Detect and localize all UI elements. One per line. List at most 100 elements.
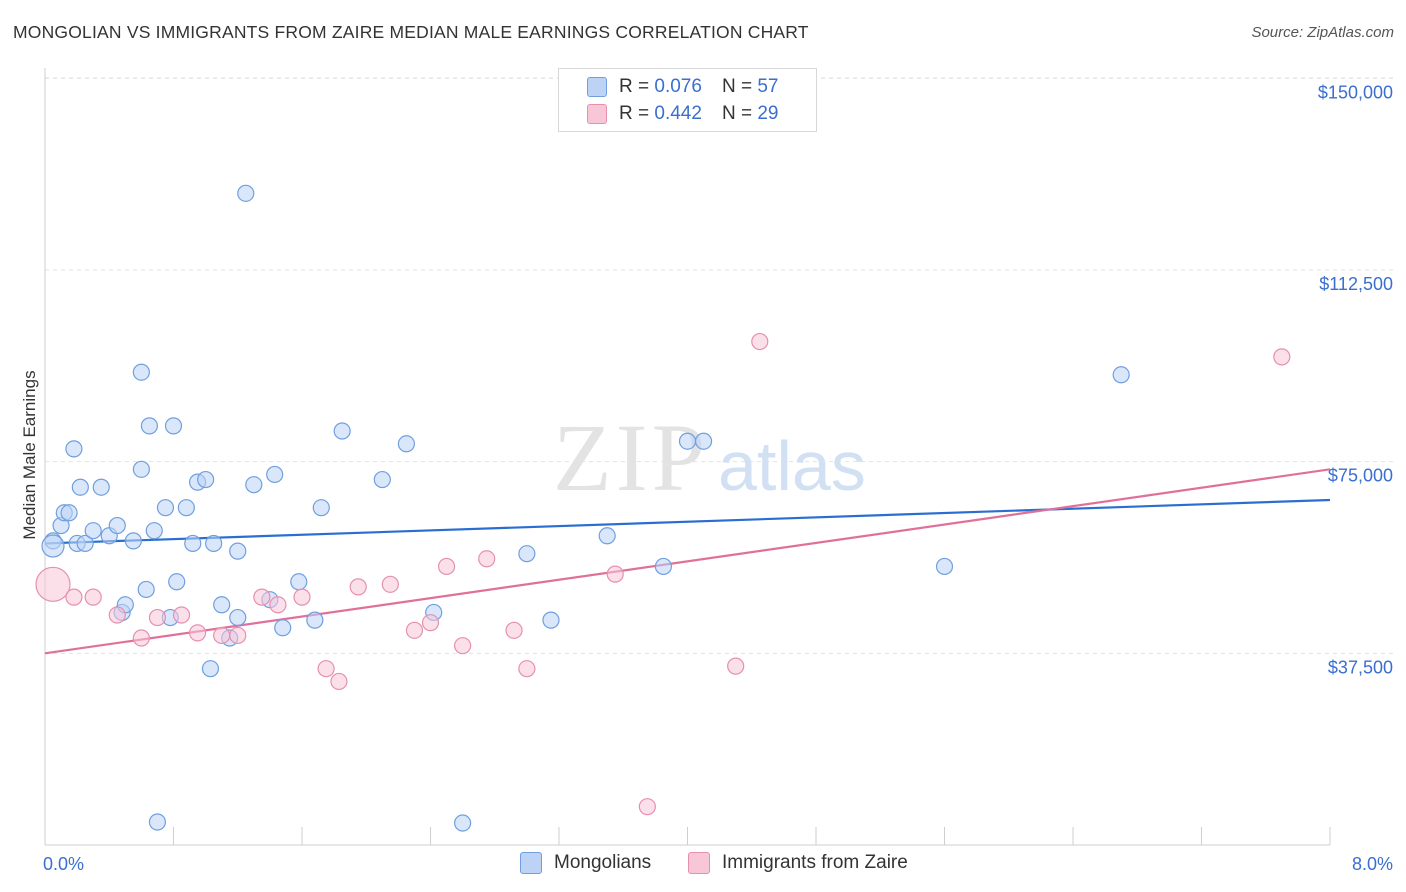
zaire-point (330, 672, 348, 691)
mongolian-point (306, 611, 324, 629)
zaire-point (65, 588, 83, 606)
mongolian-point (168, 573, 186, 591)
zaire-point (727, 657, 745, 675)
x-tick-label: 8.0% (1352, 854, 1393, 874)
mongolian-point (229, 608, 247, 627)
zaire-point (84, 588, 102, 606)
zaire-point (478, 550, 496, 568)
legend-n-value: 57 (757, 76, 779, 97)
zaire-point (381, 575, 399, 593)
zaire-point (1273, 348, 1291, 366)
legend-n-label: N = (721, 103, 753, 124)
legend-n-value: 29 (757, 103, 779, 124)
mongolian-point (184, 534, 202, 553)
x-tick-label: 0.0% (43, 854, 84, 874)
mongolian-point (454, 814, 472, 832)
chart-title: MONGOLIAN VS IMMIGRANTS FROM ZAIRE MEDIA… (13, 22, 809, 42)
y-tick-label: $150,000 (1318, 82, 1393, 102)
legend-swatch-blue (520, 852, 542, 874)
mongolian-point (694, 432, 713, 450)
mongolian-point (397, 435, 416, 453)
zaire-point (132, 629, 150, 647)
mongolian-point (333, 422, 351, 440)
zaire-point (405, 621, 424, 639)
mongolian-point (71, 478, 89, 496)
legend-swatch-pink (587, 104, 607, 124)
mongolian-point (213, 596, 231, 614)
zaire-point (148, 608, 167, 627)
mongolian-point (598, 527, 616, 545)
legend-swatch-pink (688, 852, 710, 874)
mongolian-point (164, 417, 183, 435)
mongolian-point (654, 557, 673, 576)
mongolian-point (92, 478, 110, 496)
correlation-legend: R = 0.076 N = 57 R = 0.442 N = 29 (558, 68, 817, 132)
zaire-point (751, 332, 769, 351)
zaire-point (505, 621, 523, 639)
mongolian-point (65, 440, 83, 458)
mongolian-point (148, 813, 167, 831)
mongolian-point (290, 573, 308, 591)
mongolian-point (76, 534, 94, 553)
zaire-point (108, 606, 126, 624)
source-label: Source: ZipAtlas.com (1251, 24, 1394, 41)
zaire-point (437, 557, 456, 576)
zaire-point (229, 626, 247, 645)
legend-item-mongolians: Mongolians (520, 852, 651, 874)
mongolian-trend-line (44, 498, 1331, 545)
trend-lines (44, 468, 1331, 655)
legend-label-mongolians: Mongolians (554, 852, 652, 873)
zaire-point (188, 624, 207, 642)
y-tick-label: $37,500 (1328, 657, 1393, 677)
zaire-point (293, 588, 311, 606)
mongolian-point (177, 499, 195, 517)
zaire-point (606, 565, 624, 583)
legend-item-zaire: Immigrants from Zaire (688, 852, 908, 874)
zaire-point (269, 596, 287, 614)
y-tick-label: $75,000 (1328, 466, 1393, 486)
mongolian-point (935, 557, 954, 576)
y-axis-label: Median Male Earnings (20, 370, 39, 540)
legend-row-zaire: R = 0.442 N = 29 (587, 101, 778, 127)
mongolian-point (518, 545, 536, 563)
mongolian-point (205, 534, 223, 553)
mongolian-point (312, 499, 330, 517)
zaire-point (638, 798, 656, 816)
y-tick-labels: $37,500 $75,000 $112,500 $150,000 (1318, 82, 1393, 677)
zaire-point (253, 588, 271, 606)
legend-r-label: R = (619, 103, 650, 124)
legend-swatch-blue (587, 77, 607, 97)
data-points (35, 184, 1291, 832)
zaire-point (213, 626, 231, 645)
mongolian-point (145, 522, 163, 540)
mongolian-point (140, 417, 159, 435)
mongolian-point (156, 499, 175, 517)
mongolian-point (201, 660, 220, 678)
mongolian-point (108, 516, 126, 535)
mongolian-point (137, 580, 155, 599)
zaire-point (317, 660, 335, 678)
legend-r-value: 0.442 (654, 103, 702, 124)
zaire-point (349, 578, 367, 596)
grid-lines (45, 77, 1395, 654)
mongolian-point (124, 532, 142, 550)
mongolian-point (678, 432, 697, 450)
mongolian-point (237, 184, 255, 202)
watermark-zip: ZIP (553, 404, 709, 511)
y-tick-label: $112,500 (1319, 274, 1393, 294)
mongolian-point (197, 470, 215, 489)
x-tick-labels: 0.0% 8.0% (43, 854, 1393, 874)
zaire-point (35, 566, 71, 602)
zaire-point (518, 660, 536, 678)
mongolian-point (373, 470, 391, 489)
watermark-atlas: atlas (718, 427, 866, 505)
mongolian-point (245, 476, 263, 494)
zaire-point (172, 606, 191, 624)
mongolian-point (1112, 366, 1130, 384)
mongolian-point (266, 465, 284, 484)
mongolian-point (132, 363, 150, 381)
zaire-trend-line (44, 468, 1331, 655)
legend-n-label: N = (721, 76, 753, 97)
watermark: ZIP atlas (553, 404, 866, 511)
legend-r-label: R = (619, 76, 650, 97)
